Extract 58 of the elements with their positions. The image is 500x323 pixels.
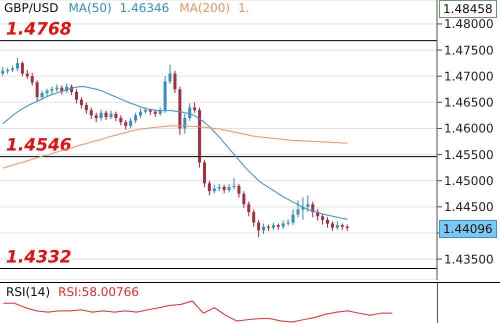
candlestick (114, 111, 118, 122)
candlestick (183, 113, 186, 134)
text: RSI:58.00766 (58, 285, 139, 299)
y-tick-label: 1.44500 (444, 200, 494, 214)
ref-line-label: 1.4546 (6, 136, 72, 156)
candlestick (30, 72, 34, 86)
candlestick (321, 214, 324, 226)
candlestick (330, 220, 334, 232)
candlestick (173, 70, 176, 94)
candlestick (168, 64, 172, 85)
text: MA(200) (179, 1, 230, 15)
ref-line-label: 1.4768 (6, 20, 72, 40)
annotation: 1.46346 (120, 1, 170, 15)
y-tick-label: 1.47500 (444, 43, 494, 58)
candlestick (104, 110, 108, 121)
y-tick-label: 1.45500 (444, 148, 494, 162)
text: MA(50) (68, 1, 112, 15)
candlestick (100, 109, 103, 122)
candlestick (16, 57, 19, 72)
y-tick-label: 1.46500 (444, 96, 494, 110)
candlestick (232, 178, 236, 190)
candlestick (134, 112, 138, 124)
candlestick (75, 88, 78, 104)
candlestick (326, 216, 330, 228)
y-tick-label: 1.43500 (444, 252, 494, 266)
candlestick (80, 96, 83, 110)
candlestick (129, 118, 132, 129)
candlestick (36, 80, 39, 102)
y-tick-label: 1.47000 (444, 69, 494, 84)
y-tick-label: 1.45000 (444, 174, 494, 188)
candlestick (124, 120, 128, 130)
y-tick-label: 1.48000 (444, 17, 494, 32)
ref-line-label: 1.4332 (6, 248, 72, 268)
candlestick (119, 114, 122, 126)
candlestick (1, 66, 4, 77)
candlestick (306, 194, 310, 213)
annotation: 1. (238, 1, 250, 15)
chart-title: GBP/USD (4, 1, 58, 15)
candlestick (257, 219, 260, 238)
candlestick (94, 112, 98, 123)
candlestick (292, 208, 295, 226)
candlestick (193, 102, 196, 114)
text: 1.44096 (439, 220, 497, 238)
y-tick-label: 1.46000 (444, 122, 494, 136)
candlestick (247, 201, 250, 217)
candlestick (242, 190, 246, 208)
candlestick (202, 159, 206, 188)
candlestick (84, 102, 88, 114)
candlestick (90, 107, 93, 120)
candlestick (237, 183, 240, 198)
candlestick (188, 102, 192, 122)
text: 1.48458 (439, 0, 497, 18)
candlestick (262, 223, 266, 235)
candlestick (139, 108, 142, 118)
chart-title: RSI(14) (6, 285, 50, 299)
candlestick (208, 180, 211, 196)
candlestick (20, 61, 24, 77)
candlestick (252, 208, 256, 228)
